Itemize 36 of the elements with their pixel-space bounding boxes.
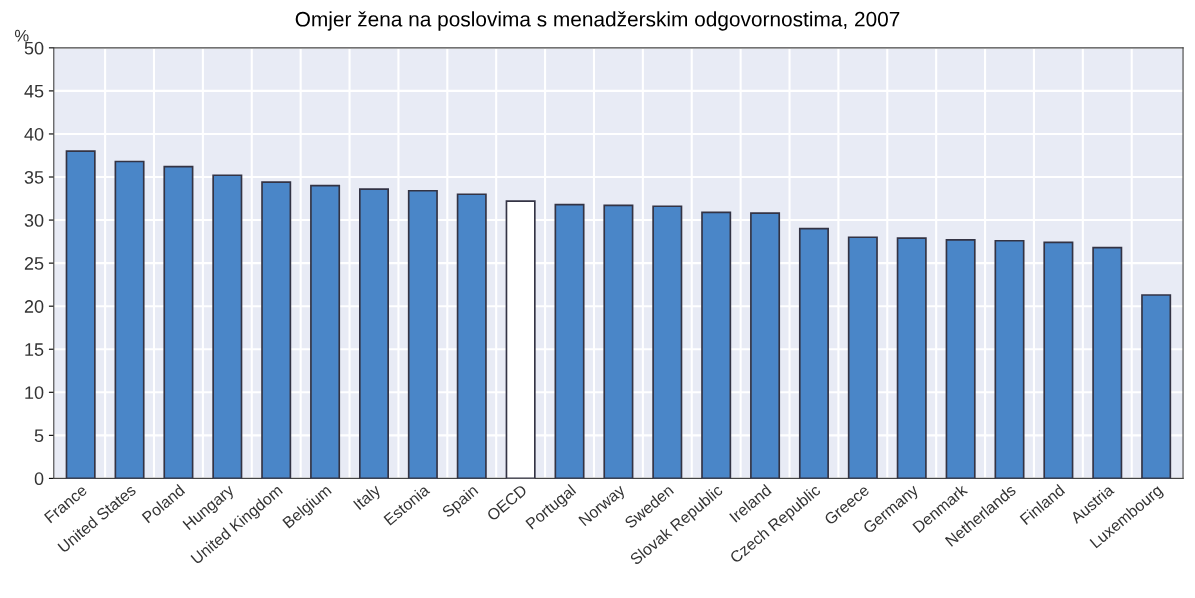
y-tick-label: 5	[34, 429, 44, 443]
y-tick-label: 50	[24, 41, 44, 55]
y-tick-label: 0	[34, 472, 44, 486]
y-tick-label: 40	[24, 127, 44, 141]
y-tick-label: 25	[24, 257, 44, 270]
y-tick-label: 45	[24, 85, 44, 98]
y-tick-label: 15	[25, 343, 44, 356]
chart-title: Omjer žena na poslovima s menadžerskim odgovornostima, 2007	[295, 11, 900, 31]
bar	[1043, 241, 1074, 479]
bar	[261, 181, 292, 479]
bar	[750, 212, 781, 479]
bar	[847, 236, 878, 479]
bar	[896, 237, 927, 479]
bar	[798, 227, 829, 479]
bar	[603, 204, 634, 479]
y-tick-label: 10	[25, 386, 44, 400]
bar	[407, 189, 438, 479]
bar	[310, 184, 341, 479]
bar	[456, 193, 487, 479]
bar	[212, 174, 243, 479]
bar	[994, 239, 1025, 479]
y-axis-title: %	[14, 29, 29, 42]
y-tick-label: 20	[24, 300, 44, 313]
bar	[65, 150, 96, 479]
y-tick-label: 35	[24, 170, 44, 184]
bar	[701, 211, 732, 479]
x-tick-label: Italy	[352, 483, 384, 513]
bar	[1141, 294, 1172, 479]
bar	[945, 239, 976, 479]
bar	[358, 188, 389, 479]
bar	[114, 160, 145, 479]
bar	[652, 205, 683, 479]
y-tick-label: 30	[24, 214, 44, 227]
bar	[554, 203, 585, 479]
bar	[1092, 246, 1123, 479]
bar	[163, 165, 194, 479]
